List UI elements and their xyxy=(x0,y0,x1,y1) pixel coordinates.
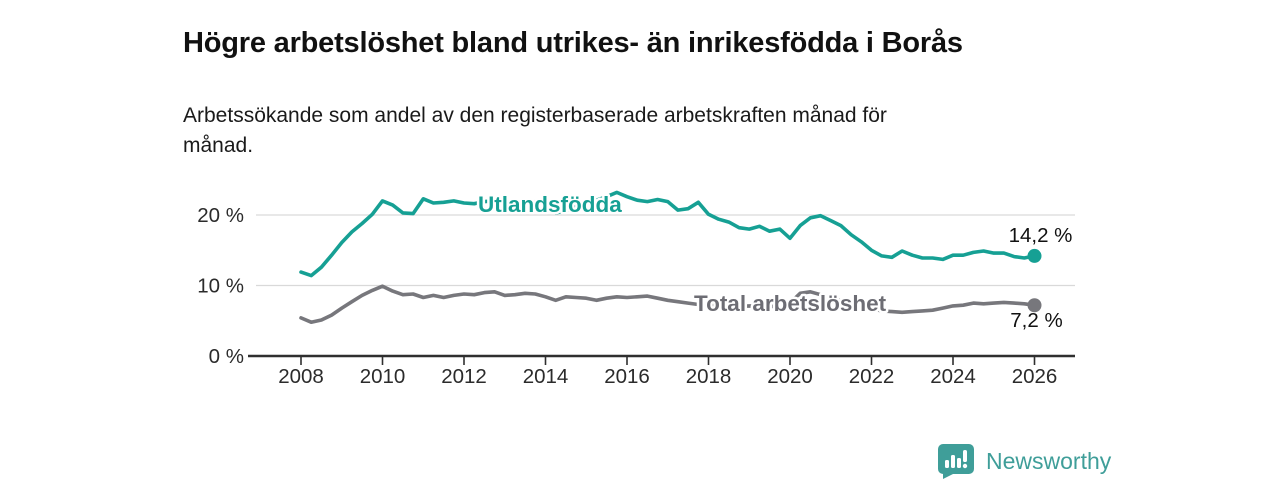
series-label: Utlandsfödda xyxy=(478,192,622,217)
brand-logo[interactable]: Newsworthy xyxy=(936,443,1111,479)
x-tick-label: 2024 xyxy=(930,365,976,388)
exclamation-dot xyxy=(962,463,968,469)
x-tick-label: 2014 xyxy=(523,365,569,388)
series-label: Total arbetslöshet xyxy=(694,291,887,316)
chart-title: Högre arbetslöshet bland utrikes- än inr… xyxy=(183,27,963,60)
x-tick-label: 2018 xyxy=(686,365,732,388)
end-dot xyxy=(1027,248,1042,263)
x-tick-label: 2016 xyxy=(604,365,650,388)
y-tick-label: 0 % xyxy=(209,345,244,368)
newsworthy-logo-icon xyxy=(938,444,974,479)
x-tick-label: 2010 xyxy=(360,365,406,388)
x-tick-label: 2026 xyxy=(1012,365,1058,388)
y-tick-label: 20 % xyxy=(197,204,244,227)
x-tick-label: 2020 xyxy=(767,365,813,388)
y-tick-label: 10 % xyxy=(197,275,244,298)
chart-subtitle: Arbetssökande som andel av den registerb… xyxy=(183,104,887,157)
x-tick-label: 2008 xyxy=(278,365,324,388)
brand-name: Newsworthy xyxy=(986,447,1112,474)
bar-medium xyxy=(957,458,961,468)
end-dot xyxy=(1027,298,1042,313)
exclamation-bar xyxy=(963,450,967,462)
bar-tall xyxy=(951,455,955,468)
series-line-total xyxy=(299,284,1037,325)
x-tick-label: 2012 xyxy=(441,365,487,388)
series-line-utlandsfodda xyxy=(299,190,1037,278)
bar-small xyxy=(945,460,949,468)
speech-bubble-shape xyxy=(938,444,974,479)
end-value-label: 14,2 % xyxy=(1009,224,1073,247)
end-value-label: 7,2 % xyxy=(1010,309,1062,332)
x-tick-label: 2022 xyxy=(849,365,895,388)
